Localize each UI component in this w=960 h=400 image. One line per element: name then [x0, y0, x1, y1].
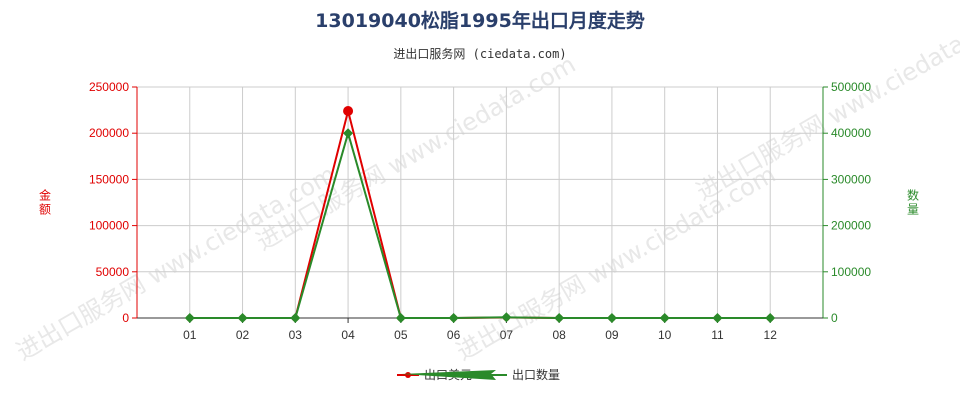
x-tick-label: 07	[500, 328, 514, 342]
chart-subtitle: 进出口服务网 (ciedata.com)	[393, 47, 567, 61]
y-left-tick-label: 0	[122, 311, 129, 325]
x-tick-label: 10	[658, 328, 672, 342]
x-tick-label: 04	[341, 328, 355, 342]
x-tick-label: 08	[552, 328, 566, 342]
x-tick-label: 01	[183, 328, 197, 342]
legend: 出口美元出口数量	[397, 367, 560, 382]
watermark-text: 进出口服务网 www.ciedata.com	[692, 0, 960, 206]
y-left-tick-label: 200000	[89, 126, 129, 140]
data-point	[712, 313, 723, 323]
x-tick-label: 06	[447, 328, 461, 342]
data-point	[765, 313, 776, 323]
legend-item-2: 出口数量	[401, 367, 560, 382]
y-right-tick-label: 0	[831, 311, 838, 325]
y-right-tick-label: 500000	[831, 80, 871, 94]
data-point	[184, 313, 195, 323]
data-point	[237, 313, 248, 323]
x-tick-label: 03	[289, 328, 303, 342]
x-tick-label: 02	[236, 328, 250, 342]
series	[184, 106, 776, 323]
y-right-tick-label: 200000	[831, 219, 871, 233]
data-point	[659, 313, 670, 323]
data-point	[448, 313, 459, 323]
axes: 0 50000 100000 150000 200000 250000 0 100000 200…	[39, 80, 919, 342]
chart-title: 13019040松脂1995年出口月度走势	[315, 10, 645, 32]
data-point	[290, 313, 301, 323]
x-tick-label: 12	[764, 328, 778, 342]
data-point	[395, 313, 406, 323]
data-point	[343, 106, 354, 117]
y-right-tick-label: 400000	[831, 126, 871, 140]
legend-marker	[405, 372, 411, 378]
x-tick-label: 09	[605, 328, 619, 342]
y-left-tick-label: 150000	[89, 172, 129, 186]
y-left-axis-title: 金额	[39, 188, 51, 217]
y-left-tick-label: 250000	[89, 80, 129, 94]
y-right-tick-label: 300000	[831, 172, 871, 186]
y-right-axis-title: 数量	[907, 188, 919, 217]
series-line-2	[189, 129, 771, 319]
data-point	[343, 128, 354, 139]
data-point	[606, 313, 617, 323]
y-left-tick-label: 50000	[96, 265, 130, 279]
x-tick-label: 11	[711, 328, 724, 342]
data-point	[554, 313, 565, 323]
legend-marker	[401, 370, 496, 380]
y-left-tick-label: 100000	[89, 219, 129, 233]
watermark: 进出口服务网 www.ciedata.com 进出口服务网 www.ciedata…	[12, 0, 960, 366]
data-point	[501, 312, 512, 323]
y-right-tick-label: 100000	[831, 265, 871, 279]
legend-label: 出口数量	[512, 367, 560, 382]
x-tick-label: 05	[394, 328, 408, 342]
